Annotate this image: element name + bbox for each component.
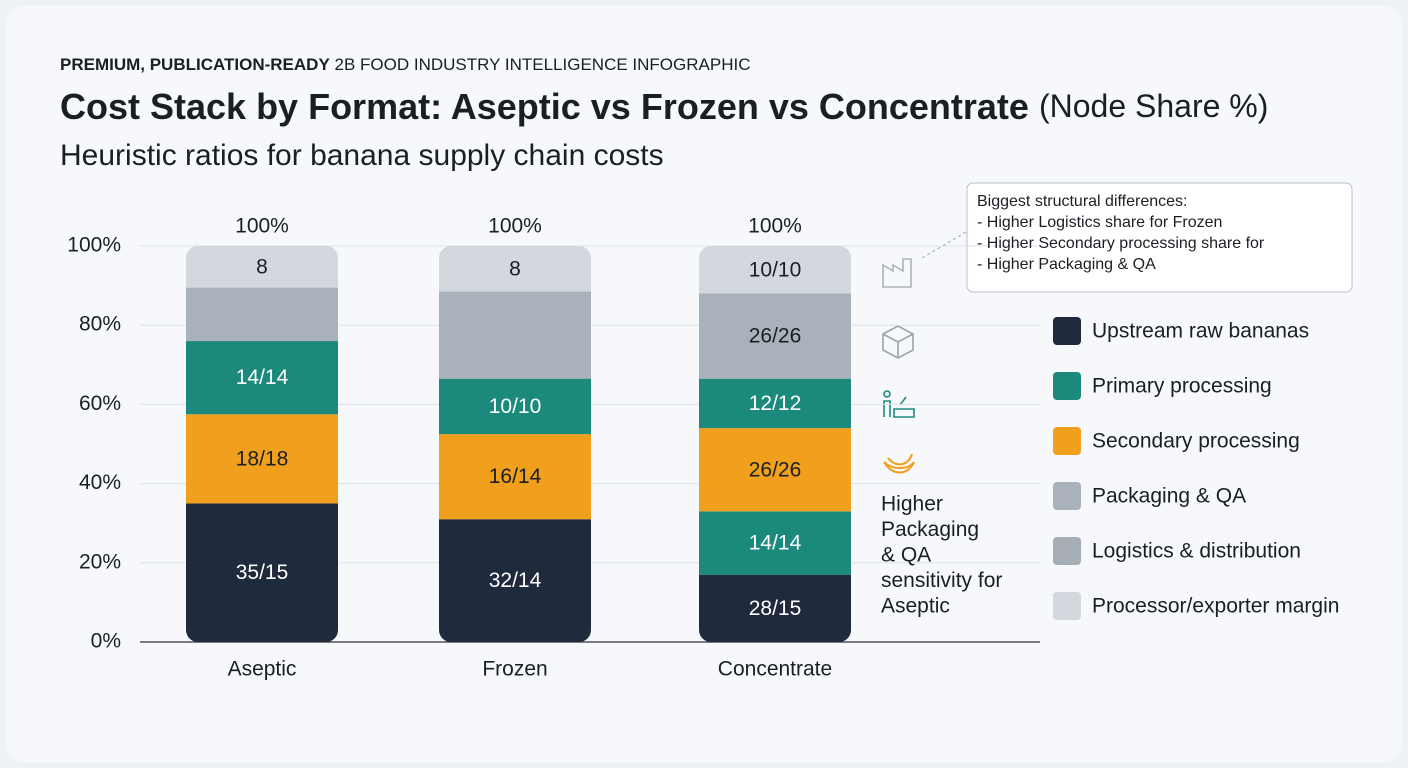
bar-group [186, 246, 338, 642]
legend-label: Packaging & QA [1092, 485, 1246, 508]
legend-swatch [1053, 427, 1081, 455]
y-tick-label: 0% [91, 630, 121, 653]
legend-label: Upstream raw bananas [1092, 320, 1309, 343]
chart-title: Cost Stack by Format: Aseptic vs Frozen … [60, 86, 1268, 127]
bar-segment [699, 246, 851, 294]
bar-segment [186, 287, 338, 342]
bar-segment [439, 434, 591, 520]
bar-segment [186, 503, 338, 642]
legend-swatch [1053, 317, 1081, 345]
bar-segment [699, 378, 851, 429]
segment-label: 10/10 [489, 395, 542, 418]
bar-segment [699, 511, 851, 575]
legend-swatch [1053, 372, 1081, 400]
y-tick-label: 60% [79, 392, 121, 415]
subtitle: Heuristic ratios for banana supply chain… [60, 139, 664, 172]
segment-label: 32/14 [489, 569, 542, 592]
bananas-icon [883, 453, 915, 474]
bar-group [439, 246, 591, 642]
segment-label: 16/14 [489, 465, 542, 488]
x-tick-label: Concentrate [718, 658, 832, 681]
side-note-line: & QA [881, 544, 931, 567]
legend-label: Processor/exporter margin [1092, 595, 1339, 618]
worker-icon [883, 390, 915, 418]
x-tick-label: Aseptic [228, 658, 297, 681]
bar-group [699, 246, 851, 642]
legend-swatch [1053, 537, 1081, 565]
bar-segment [439, 519, 591, 642]
total-label: 100% [488, 215, 542, 238]
segment-label: 18/18 [236, 447, 289, 470]
segment-label: 35/15 [236, 561, 289, 584]
callout-line: - Higher Secondary processing share for [977, 235, 1265, 252]
bar-segment [699, 574, 851, 642]
callout-line: - Higher Packaging & QA [977, 256, 1156, 273]
segment-label: 28/15 [749, 597, 802, 620]
bar-segment [186, 246, 338, 288]
segment-label: 26/26 [749, 458, 802, 481]
bar-segment [699, 428, 851, 512]
legend-label: Secondary processing [1092, 430, 1300, 453]
callout-line: - Higher Logistics share for Frozen [977, 214, 1222, 231]
legend-swatch [1053, 592, 1081, 620]
x-tick-label: Frozen [482, 658, 547, 681]
kicker: PREMIUM, PUBLICATION-READY 2B FOOD INDUS… [60, 55, 750, 74]
segment-label: 8 [509, 257, 521, 280]
legend-label: Logistics & distribution [1092, 540, 1301, 563]
callout-box [966, 182, 1353, 293]
title-suffix: (Node Share %) [1039, 88, 1268, 124]
total-label: 100% [748, 215, 802, 238]
callout-line: Biggest structural differences: [977, 193, 1187, 210]
bar-segment [186, 341, 338, 415]
y-tick-label: 40% [79, 471, 121, 494]
callout-pointer [921, 231, 967, 259]
factory-icon [882, 258, 912, 288]
segment-label: 8 [256, 255, 268, 278]
box-icon [882, 325, 914, 359]
segment-label: 14/14 [749, 532, 802, 555]
legend-swatch [1053, 482, 1081, 510]
kicker-rest: 2B FOOD INDUSTRY INTELLIGENCE INFOGRAPHI… [335, 55, 751, 74]
total-label: 100% [235, 215, 289, 238]
bar-segment [439, 246, 591, 292]
segment-label: 26/26 [749, 325, 802, 348]
segment-label: 12/12 [749, 392, 802, 415]
bar-segment [699, 293, 851, 379]
y-tick-label: 100% [67, 234, 121, 257]
y-tick-label: 20% [79, 550, 121, 573]
legend-label: Primary processing [1092, 375, 1272, 398]
y-tick-label: 80% [79, 313, 121, 336]
side-note-line: Aseptic [881, 595, 950, 618]
side-note-line: sensitivity for [881, 569, 1002, 592]
title-main: Cost Stack by Format: Aseptic vs Frozen … [60, 86, 1029, 127]
segment-label: 10/10 [749, 258, 802, 281]
kicker-bold: PREMIUM, PUBLICATION-READY [60, 55, 330, 74]
bar-segment [186, 414, 338, 504]
bar-segment [439, 291, 591, 379]
segment-label: 14/14 [236, 366, 289, 389]
side-note-line: Higher [881, 493, 943, 516]
side-note-line: Packaging [881, 518, 979, 541]
bar-segment [439, 378, 591, 435]
